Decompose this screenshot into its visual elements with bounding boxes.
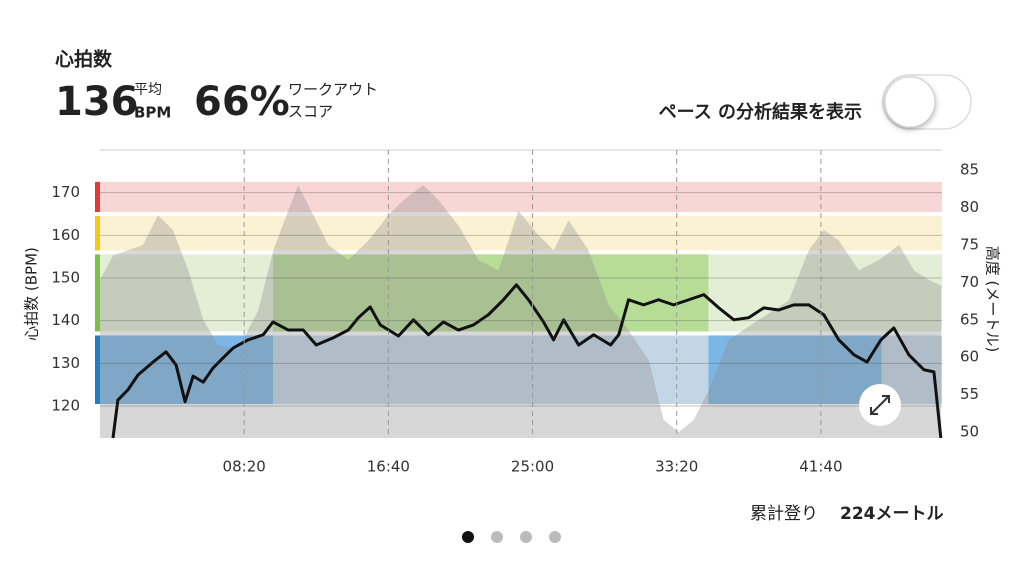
y2-axis-label: 高度 (メートル)	[984, 246, 1002, 352]
y-tick-label: 140	[51, 311, 80, 329]
y2-tick-label: 70	[960, 273, 979, 291]
y2-tick-label: 85	[960, 161, 979, 179]
y2-tick-label: 55	[960, 385, 979, 403]
page-dot[interactable]	[491, 531, 503, 543]
heart-rate-line	[111, 283, 943, 439]
zone-stripe	[95, 335, 100, 404]
page-dot[interactable]	[549, 531, 561, 543]
y-axis-label: 心拍数 (BPM)	[23, 247, 41, 341]
y2-tick-label: 80	[960, 198, 979, 216]
expand-button[interactable]	[859, 384, 901, 426]
y2-tick-label: 75	[960, 236, 979, 254]
zone-band	[100, 216, 942, 251]
y-tick-label: 150	[51, 269, 80, 287]
climb-label: 累計登り	[750, 504, 818, 524]
y-tick-label: 130	[51, 354, 80, 372]
toggle-knob[interactable]	[884, 76, 936, 128]
zone-stripe	[95, 254, 100, 332]
zone-highlight	[708, 335, 882, 404]
y2-tick-label: 60	[960, 348, 979, 366]
toggle[interactable]	[882, 74, 972, 130]
y2-tick-label: 65	[960, 310, 979, 328]
chart: 120 130 140 150 160 170 50 55 60 65 70 75 80 85 08:20 1…	[23, 149, 1002, 476]
avg-value: 136	[55, 79, 139, 125]
avg-label: 平均	[134, 82, 162, 98]
score-label: ワークアウト	[288, 81, 378, 99]
zone-stripe	[95, 216, 100, 251]
zone-band	[100, 181, 942, 212]
score-label: スコア	[288, 103, 333, 121]
x-tick-label: 25:00	[511, 458, 554, 476]
x-tick-label: 33:20	[655, 458, 698, 476]
avg-unit: BPM	[134, 104, 171, 122]
x-tick-label: 41:40	[799, 458, 842, 476]
zone-stripe	[95, 181, 100, 212]
page-dot-active[interactable]	[462, 531, 474, 543]
y-tick-label: 160	[51, 226, 80, 244]
y2-tick-label: 50	[960, 423, 979, 441]
zone-highlight	[273, 254, 709, 332]
page-dot[interactable]	[520, 531, 532, 543]
climb-value: 224メートル	[840, 504, 944, 524]
score-value: 66%	[194, 79, 290, 125]
expand-icon	[870, 395, 890, 415]
title: 心拍数	[55, 48, 113, 71]
x-tick-label: 08:20	[223, 458, 266, 476]
y-tick-label: 120	[51, 397, 80, 415]
x-tick-label: 16:40	[367, 458, 410, 476]
elevation-area	[100, 185, 942, 438]
toggle-label: ペース の分析結果を表示	[659, 101, 862, 123]
y-tick-label: 170	[51, 183, 80, 201]
